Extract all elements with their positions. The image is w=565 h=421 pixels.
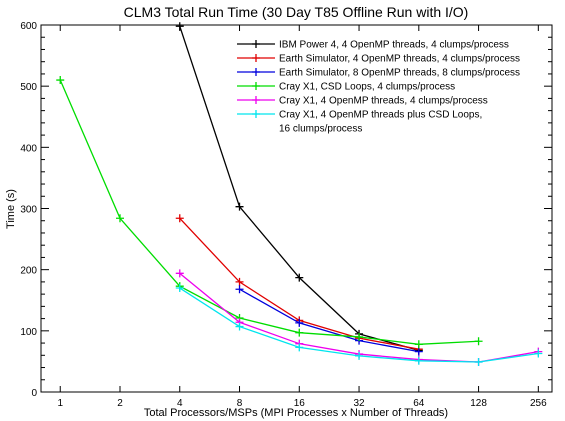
data-point xyxy=(175,284,184,293)
legend-label: Cray X1, CSD Loops, 4 clumps/process xyxy=(279,82,455,93)
data-point xyxy=(295,328,304,337)
legend-item: Cray X1, 4 OpenMP threads plus CSD Loops… xyxy=(237,110,482,135)
legend-marker xyxy=(252,110,260,118)
series-6 xyxy=(175,284,543,367)
data-point xyxy=(414,340,423,349)
data-point xyxy=(56,76,65,85)
x-tick-label: 8 xyxy=(237,398,243,409)
data-point xyxy=(295,343,304,352)
y-tick-label: 500 xyxy=(20,82,37,93)
legend-label: Cray X1, 4 OpenMP threads plus CSD Loops… xyxy=(279,110,482,121)
legend-label: Earth Simulator, 8 OpenMP threads, 8 clu… xyxy=(279,68,520,79)
y-tick-label: 300 xyxy=(20,205,37,216)
y-tick-label: 100 xyxy=(20,327,37,338)
series-5 xyxy=(175,269,543,367)
data-point xyxy=(235,277,244,286)
x-tick-label: 1 xyxy=(57,398,63,409)
x-axis-label: Total Processors/MSPs (MPI Processes x N… xyxy=(144,407,448,419)
data-point xyxy=(235,285,244,294)
data-point xyxy=(235,202,244,211)
legend-item: IBM Power 4, 4 OpenMP threads, 4 clumps/… xyxy=(237,40,509,51)
axis-ticks: 1 2 4 8 16 32 64 128 256 0 100 200 300 400 500 600 xyxy=(20,21,552,409)
data-point xyxy=(414,356,423,365)
y-tick-label: 600 xyxy=(20,21,37,32)
data-point xyxy=(414,347,423,356)
data-point xyxy=(295,318,304,327)
legend-marker xyxy=(252,40,260,48)
legend-item: Earth Simulator, 4 OpenMP threads, 4 clu… xyxy=(237,54,520,65)
legend-label: Earth Simulator, 4 OpenMP threads, 4 clu… xyxy=(279,54,520,65)
data-point xyxy=(355,351,364,360)
legend-item: Earth Simulator, 8 OpenMP threads, 8 clu… xyxy=(237,68,520,79)
data-point xyxy=(175,269,184,278)
x-tick-label: 16 xyxy=(294,398,306,409)
chart-title: CLM3 Total Run Time (30 Day T85 Offline … xyxy=(124,4,469,20)
data-point xyxy=(175,214,184,223)
data-point xyxy=(235,322,244,331)
series-line xyxy=(179,272,539,363)
x-tick-label: 64 xyxy=(413,398,425,409)
legend-marker xyxy=(252,68,260,76)
legend-marker xyxy=(252,96,260,104)
legend-item: Cray X1, CSD Loops, 4 clumps/process xyxy=(237,82,455,93)
legend-item: Cray X1, 4 OpenMP threads, 4 clumps/proc… xyxy=(237,96,488,107)
y-axis-label: Time (s) xyxy=(5,189,17,229)
series-line xyxy=(59,79,479,345)
legend-label: IBM Power 4, 4 OpenMP threads, 4 clumps/… xyxy=(279,40,509,51)
data-point xyxy=(175,22,184,31)
data-point xyxy=(355,332,364,341)
legend: IBM Power 4, 4 OpenMP threads, 4 clumps/… xyxy=(237,40,520,135)
data-point xyxy=(116,214,124,223)
x-tick-label: 128 xyxy=(470,398,487,409)
series-3 xyxy=(235,285,423,356)
legend-label-line2: 16 clumps/process xyxy=(279,124,362,135)
data-point xyxy=(295,273,304,282)
y-tick-label: 200 xyxy=(20,266,37,277)
data-point xyxy=(474,358,483,367)
x-tick-label: 2 xyxy=(117,398,123,409)
series-group xyxy=(56,22,543,367)
x-tick-label: 32 xyxy=(353,398,365,409)
x-tick-label: 4 xyxy=(177,398,183,409)
y-tick-label: 0 xyxy=(31,388,37,399)
legend-marker xyxy=(252,54,260,62)
data-point xyxy=(534,349,543,358)
legend-marker xyxy=(252,82,260,90)
x-tick-label: 256 xyxy=(530,398,547,409)
legend-label: Cray X1, 4 OpenMP threads, 4 clumps/proc… xyxy=(279,96,488,107)
data-point xyxy=(474,337,483,346)
series-line xyxy=(239,288,419,353)
plot-area-frame xyxy=(40,24,553,393)
y-tick-label: 400 xyxy=(20,143,37,154)
